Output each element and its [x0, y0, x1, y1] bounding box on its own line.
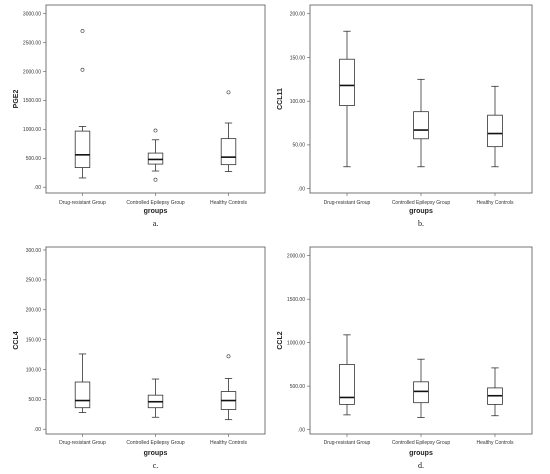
panel-label: c.: [153, 461, 159, 470]
y-tick-label: .00: [34, 185, 41, 191]
box-1: [339, 334, 355, 416]
box-2: [147, 378, 164, 418]
y-axis-title: CCL2: [277, 331, 284, 349]
y-tick-label: 1500.00: [23, 98, 41, 104]
panel-a: .00 500.00 1000.00 1500.00 2000.00 2500.00 300…: [13, 4, 266, 228]
y-tick-label: 200.00: [290, 12, 306, 18]
box-2: [413, 78, 429, 168]
iqr-box: [74, 381, 91, 409]
x-axis-title: groups: [409, 450, 433, 457]
box-1: [74, 353, 91, 413]
y-tick-label: 1000.00: [287, 340, 305, 346]
box-1: [74, 29, 91, 179]
x-tick-label: Controlled Epilepsy Group: [392, 200, 451, 206]
panel-label: a.: [153, 219, 159, 228]
x-tick-label: Drug-resistant Group: [324, 200, 371, 206]
x-axis-title: groups: [144, 450, 168, 457]
iqr-box: [339, 364, 355, 405]
y-tick-label: 3000.00: [23, 11, 41, 17]
box-3: [487, 85, 503, 168]
panel-c: .00 50.00 100.00 150.00 200.00 250.00 300.00 CC…: [13, 246, 266, 470]
iqr-box: [413, 381, 429, 404]
panel-label: b.: [418, 219, 424, 228]
y-tick-label: 1500.00: [287, 297, 305, 303]
y-tick-label: .00: [298, 186, 305, 192]
iqr-box: [339, 58, 355, 106]
iqr-box: [487, 114, 503, 148]
outlier-point: [153, 128, 158, 133]
y-tick-label: 300.00: [26, 248, 42, 254]
box-2: [413, 358, 429, 418]
panel-label: d.: [418, 461, 424, 470]
x-tick-label: Healthy Controls: [210, 440, 247, 446]
panel-b: .00 50.00 100.00 150.00 200.00 CCL11 Drug-resi…: [277, 4, 533, 228]
y-tick-label: 2000.00: [23, 69, 41, 75]
y-tick-label: 2000.00: [287, 253, 305, 259]
box-1: [339, 30, 355, 168]
x-tick-label: Controlled Epilepsy Group: [392, 440, 451, 446]
outlier-point: [80, 67, 85, 72]
y-tick-label: 150.00: [26, 337, 42, 343]
y-tick-label: 250.00: [26, 278, 42, 284]
box-3: [220, 90, 237, 172]
x-tick-label: Healthy Controls: [477, 440, 514, 446]
y-tick-label: 500.00: [26, 156, 42, 162]
x-tick-label: Drug-resistant Group: [324, 440, 371, 446]
y-tick-label: 200.00: [26, 308, 42, 314]
y-tick-label: 50.00: [292, 143, 305, 149]
x-axis-title: groups: [144, 208, 168, 215]
x-tick-label: Healthy Controls: [477, 200, 514, 206]
outlier-point: [226, 354, 231, 359]
panel-d: .00 500.00 1000.00 1500.00 2000.00 CCL2 Drug-r…: [277, 246, 533, 470]
y-tick-label: .00: [298, 427, 305, 433]
y-tick-label: 50.00: [28, 397, 41, 403]
x-tick-label: Drug-resistant Group: [59, 200, 106, 206]
iqr-box: [147, 152, 164, 165]
box-2: [147, 128, 164, 182]
x-tick-label: Drug-resistant Group: [59, 440, 106, 446]
outlier-point: [226, 90, 231, 95]
box-3: [487, 367, 503, 417]
y-tick-label: 150.00: [290, 55, 306, 61]
y-tick-label: .00: [34, 427, 41, 433]
x-tick-label: Healthy Controls: [210, 200, 247, 206]
y-tick-label: 1000.00: [23, 127, 41, 133]
y-tick-label: 2500.00: [23, 40, 41, 46]
y-tick-label: 100.00: [26, 367, 42, 373]
y-axis-title: CCL11: [277, 88, 284, 110]
box-3: [220, 354, 237, 421]
y-tick-label: 100.00: [290, 99, 306, 105]
y-tick-label: 500.00: [290, 384, 306, 390]
y-axis-title: PGE2: [13, 90, 20, 109]
iqr-box: [220, 138, 237, 166]
y-axis-title: CCL4: [13, 331, 20, 349]
iqr-box: [74, 130, 91, 168]
x-axis-title: groups: [409, 208, 433, 215]
outlier-point: [153, 177, 158, 182]
x-tick-label: Controlled Epilepsy Group: [126, 440, 185, 446]
iqr-box: [413, 111, 429, 140]
x-tick-label: Controlled Epilepsy Group: [126, 200, 185, 206]
outlier-point: [80, 29, 85, 33]
